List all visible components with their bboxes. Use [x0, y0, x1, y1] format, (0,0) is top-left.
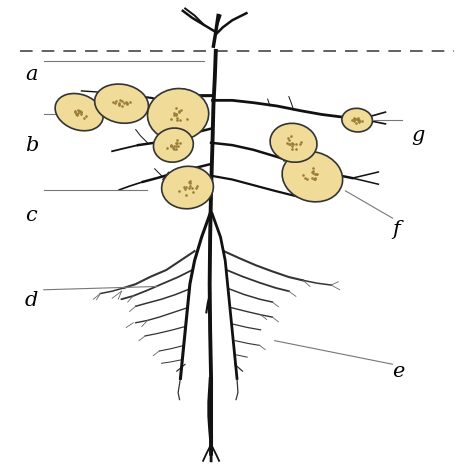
Ellipse shape — [154, 128, 193, 162]
Ellipse shape — [162, 166, 213, 209]
Ellipse shape — [95, 84, 148, 123]
Text: g: g — [411, 126, 425, 145]
Ellipse shape — [147, 89, 209, 140]
Text: f: f — [392, 220, 400, 239]
Text: d: d — [25, 291, 38, 310]
Text: a: a — [25, 65, 37, 84]
Text: c: c — [25, 206, 36, 225]
Text: b: b — [25, 136, 38, 155]
Text: e: e — [392, 362, 405, 381]
Ellipse shape — [55, 93, 103, 131]
Ellipse shape — [342, 109, 373, 132]
Ellipse shape — [270, 123, 317, 162]
Ellipse shape — [282, 152, 343, 202]
